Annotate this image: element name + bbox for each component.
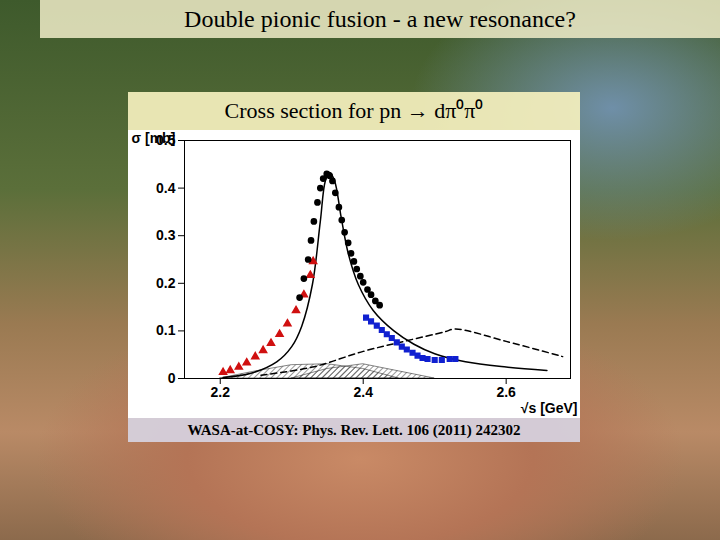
html-text:WASA-at-COSY: Phys. Rev. Lett.: WASA-at-COSY: Phys. Rev. Lett. 106 (2011…	[187, 422, 521, 438]
svg-text:σ [mb]: σ [mb]	[132, 130, 176, 146]
svg-text:0.3: 0.3	[156, 227, 176, 243]
svg-text:√s [GeV]: √s [GeV]	[521, 400, 578, 416]
html-text:Cross section for pn → dπ⁰π⁰: Cross section for pn → dπ⁰π⁰	[224, 98, 484, 123]
svg-text:2.4: 2.4	[353, 384, 373, 400]
svg-text:0: 0	[168, 370, 176, 386]
svg-text:0.4: 0.4	[156, 180, 176, 196]
svg-text:2.6: 2.6	[496, 384, 516, 400]
svg-text:0.1: 0.1	[156, 322, 176, 338]
svg-text:2.2: 2.2	[211, 384, 231, 400]
html-text:Double pionic fusion - a new r: Double pionic fusion - a new resonance?	[184, 6, 576, 32]
svg-text:0.2: 0.2	[156, 275, 176, 291]
